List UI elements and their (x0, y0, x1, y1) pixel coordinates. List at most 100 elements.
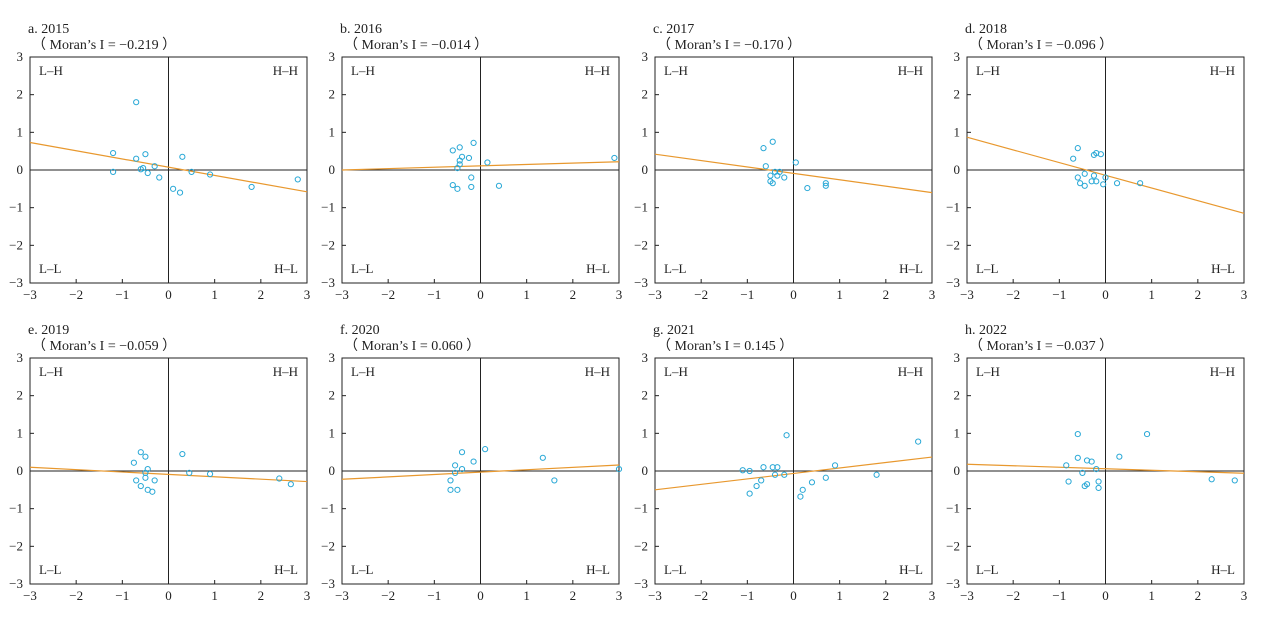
data-point (1090, 172, 1098, 179)
data-point (797, 493, 804, 500)
x-tick-label: 1 (836, 588, 843, 603)
data-point (1208, 476, 1215, 483)
data-point (179, 153, 186, 160)
quadrant-label-hh: H–H (1210, 364, 1235, 379)
y-tick-label: 0 (954, 162, 961, 177)
y-tick-label: 2 (954, 87, 961, 102)
data-point (447, 486, 454, 493)
x-tick-label: −2 (1006, 287, 1020, 302)
y-tick-label: −3 (634, 275, 648, 290)
data-point (454, 486, 461, 493)
quadrant-label-ll: L–L (39, 261, 61, 276)
data-point (1081, 182, 1088, 189)
data-point (1070, 155, 1077, 162)
x-tick-label: −1 (740, 588, 754, 603)
data-point (1063, 462, 1070, 469)
panel-subtitle: （ Moran’s I = −0.096 ） (969, 37, 1113, 53)
data-point (454, 185, 461, 192)
x-tick-label: −3 (960, 588, 974, 603)
data-point (1095, 484, 1102, 492)
y-tick-label: 2 (17, 87, 24, 102)
data-point (1065, 478, 1072, 485)
data-point (753, 482, 760, 490)
data-point (762, 163, 769, 170)
data-point (110, 168, 117, 175)
x-tick-label: −1 (115, 287, 129, 302)
data-point (1074, 145, 1081, 152)
data-point (465, 154, 473, 162)
quadrant-label-hl: H–L (1211, 261, 1235, 276)
y-tick-label: 2 (329, 87, 336, 102)
data-point (179, 450, 186, 458)
y-tick-label: −2 (321, 237, 335, 252)
x-tick-label: 2 (883, 287, 890, 302)
data-point (188, 168, 195, 175)
x-tick-label: 3 (616, 588, 623, 603)
data-point (133, 477, 140, 484)
x-tick-label: −2 (694, 287, 708, 302)
data-point (1116, 453, 1123, 460)
panel-subtitle: （ Moran’s I = −0.037 ） (969, 338, 1113, 354)
x-tick-label: 1 (523, 588, 530, 603)
data-point (276, 475, 283, 482)
quadrant-label-hl: H–L (899, 562, 923, 577)
data-point (495, 182, 503, 189)
data-point (170, 185, 177, 192)
data-point (1137, 180, 1144, 187)
quadrant-label-ll: L–L (351, 261, 373, 276)
scatter-panel-2: b. 2016（ Moran’s I = −0.014 ） −3 −2 −1 0 1 2 3 3… (321, 22, 622, 302)
quadrant-label-ll: L–L (976, 261, 998, 276)
quadrant-label-hl: H–L (586, 562, 610, 577)
x-tick-label: 0 (165, 588, 172, 603)
data-point (804, 184, 811, 192)
x-tick-label: −3 (648, 588, 662, 603)
y-tick-label: 0 (329, 463, 336, 478)
data-point (615, 466, 623, 473)
y-tick-label: 2 (642, 388, 649, 403)
y-tick-label: 2 (642, 87, 649, 102)
y-tick-label: 3 (329, 350, 336, 365)
y-tick-label: −3 (634, 576, 648, 591)
y-tick-label: 3 (17, 49, 24, 64)
scatter-panel-4: d. 2018（ Moran’s I = −0.096 ） −3 −2 −1 0 1 2 3 3… (946, 22, 1247, 302)
y-tick-label: 3 (329, 49, 336, 64)
regression-line (29, 466, 308, 483)
data-point (611, 154, 618, 162)
data-point (822, 474, 829, 481)
data-point (774, 172, 781, 179)
x-tick-label: −2 (694, 588, 708, 603)
x-tick-label: 0 (1102, 588, 1109, 603)
y-tick-label: −1 (321, 200, 335, 215)
x-tick-label: 1 (836, 287, 843, 302)
data-point (137, 166, 144, 173)
x-tick-label: 2 (570, 588, 577, 603)
y-tick-label: 1 (954, 425, 961, 440)
y-tick-label: −3 (321, 275, 335, 290)
scatter-panel-3: c. 2017（ Moran’s I = −0.170 ） −3 −2 −1 0 1 2 3 3… (634, 22, 935, 302)
data-point (470, 139, 477, 146)
data-point (1097, 151, 1104, 158)
quadrant-label-ll: L–L (664, 261, 686, 276)
y-tick-label: 0 (17, 463, 24, 478)
quadrant-label-hl: H–L (586, 261, 610, 276)
y-tick-label: −3 (946, 275, 960, 290)
data-point (470, 458, 477, 465)
data-point (206, 470, 214, 478)
panel-title: d. 2018 (965, 22, 1007, 37)
y-tick-label: 3 (954, 49, 961, 64)
data-point (781, 471, 788, 478)
x-tick-label: −2 (381, 287, 395, 302)
data-point (1081, 170, 1088, 177)
y-tick-label: −3 (9, 275, 23, 290)
x-tick-label: 2 (570, 287, 577, 302)
quadrant-label-hh: H–H (898, 364, 923, 379)
data-point (746, 490, 753, 497)
data-point (831, 462, 839, 469)
quadrant-label-lh: L–H (351, 63, 375, 78)
data-point (458, 449, 466, 456)
data-point (739, 467, 746, 474)
x-tick-label: 2 (883, 588, 890, 603)
data-point (1074, 174, 1081, 181)
y-tick-label: 1 (17, 425, 24, 440)
x-tick-label: −3 (648, 287, 662, 302)
